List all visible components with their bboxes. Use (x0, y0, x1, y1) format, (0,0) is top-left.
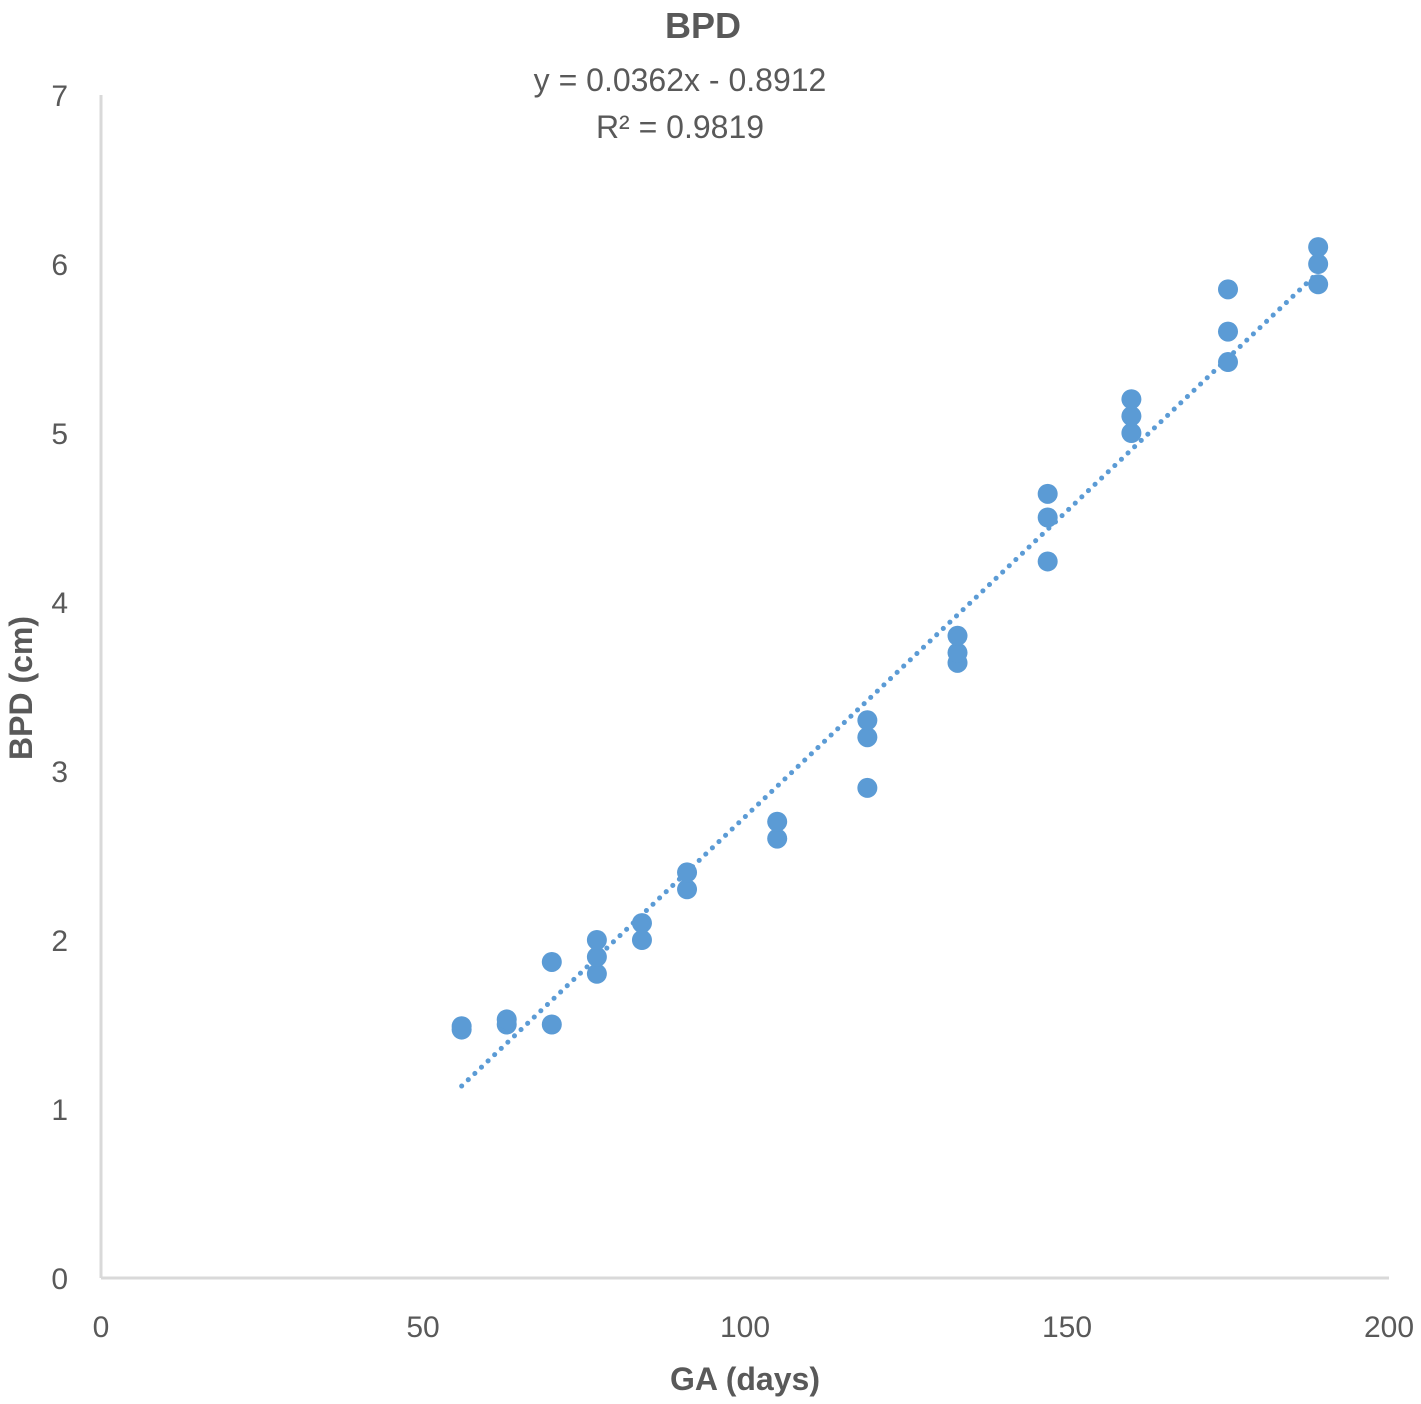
data-point (1308, 237, 1329, 258)
y-tick-label: 5 (51, 418, 68, 451)
data-point (767, 811, 788, 832)
data-point (1037, 483, 1058, 504)
data-point (496, 1009, 517, 1030)
data-point (677, 862, 698, 883)
x-tick-label: 200 (1364, 1311, 1414, 1344)
y-tick-label: 1 (51, 1094, 68, 1127)
data-point (541, 1014, 562, 1035)
x-tick-label: 50 (406, 1311, 439, 1344)
data-point (631, 913, 652, 934)
y-tick-labels: 0 1 2 3 4 5 6 7 (51, 80, 68, 1296)
data-point (1218, 321, 1238, 342)
data-point (1218, 352, 1238, 373)
data-point (541, 951, 562, 972)
r-squared-label: R² = 0.9819 (596, 109, 764, 145)
y-tick-label: 7 (51, 80, 68, 113)
data-point (1121, 389, 1142, 410)
data-point (586, 946, 607, 967)
data-point (1308, 254, 1329, 274)
data-point (1037, 551, 1058, 572)
data-point (1218, 279, 1238, 300)
data-point (1037, 507, 1058, 528)
chart-title: BPD (665, 5, 741, 46)
data-point (857, 727, 878, 748)
y-tick-label: 2 (51, 925, 68, 958)
y-tick-label: 6 (51, 249, 68, 282)
data-point (1308, 274, 1329, 295)
x-tick-labels: 0 50 100 150 200 (93, 1311, 1414, 1344)
data-point (947, 642, 968, 663)
y-tick-label: 3 (51, 756, 68, 789)
plot-area: 0 1 2 3 4 5 6 7 0 50 100 150 200 (51, 80, 1414, 1344)
data-point (677, 879, 698, 900)
data-point (631, 930, 652, 950)
data-point (451, 1016, 472, 1037)
data-point (586, 963, 607, 984)
data-point (947, 625, 968, 646)
data-point (857, 777, 878, 798)
x-axis-label: GA (days) (670, 1361, 820, 1397)
trendline-equation: y = 0.0362x - 0.8912 (534, 62, 827, 98)
y-tick-label: 4 (51, 587, 68, 620)
data-point (857, 710, 878, 731)
data-point (1121, 423, 1142, 443)
y-tick-label: 0 (51, 1263, 68, 1296)
data-point (767, 828, 788, 849)
trendline (459, 269, 1321, 1089)
data-point (586, 930, 607, 950)
data-point (1121, 406, 1142, 427)
y-axis-label: BPD (cm) (3, 616, 39, 760)
x-tick-label: 0 (93, 1311, 110, 1344)
x-tick-label: 150 (1042, 1311, 1092, 1344)
x-tick-label: 100 (720, 1311, 770, 1344)
data-points (451, 237, 1329, 1040)
